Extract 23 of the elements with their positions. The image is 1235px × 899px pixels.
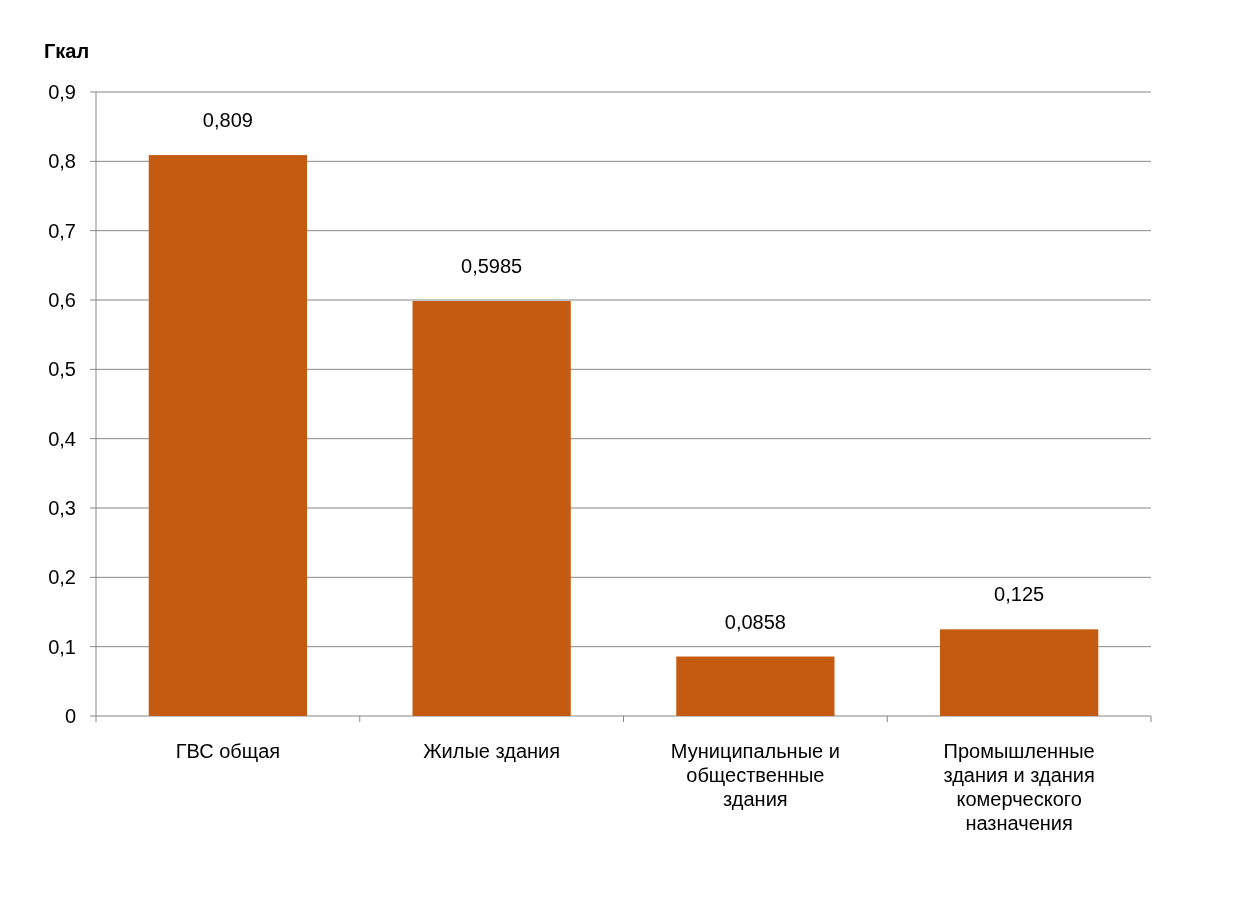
- data-label: 0,125: [994, 583, 1045, 606]
- y-tick-label: 0,6: [48, 289, 76, 311]
- x-tick-label: ГВС общая: [175, 740, 281, 762]
- x-tick-label: Промышленные здания и здания комерческого назначения: [943, 740, 1095, 834]
- y-tick-label: 0,3: [48, 497, 76, 519]
- bar: [676, 656, 835, 716]
- x-tick-label: Муниципальные и общественные здания: [670, 740, 840, 810]
- data-label: 0,809: [202, 109, 253, 132]
- y-tick-label: 0,1: [48, 635, 76, 658]
- y-tick-label: 0,9: [48, 81, 76, 103]
- data-label: 0,5985: [461, 255, 523, 278]
- x-tick-label: Жилые здания: [423, 740, 561, 762]
- bar: [412, 301, 571, 716]
- y-tick-label: 0,5: [48, 358, 76, 381]
- bar: [940, 629, 1099, 716]
- y-tick-label: 0,2: [48, 566, 76, 589]
- y-tick-label: 0: [64, 705, 76, 727]
- y-tick-label: 0,7: [48, 219, 76, 242]
- bar: [148, 155, 307, 716]
- y-tick-label: 0,8: [48, 150, 76, 173]
- data-label: 0,0858: [724, 610, 786, 633]
- y-tick-label: 0,4: [48, 427, 76, 450]
- y-axis-title: Гкал: [44, 40, 90, 62]
